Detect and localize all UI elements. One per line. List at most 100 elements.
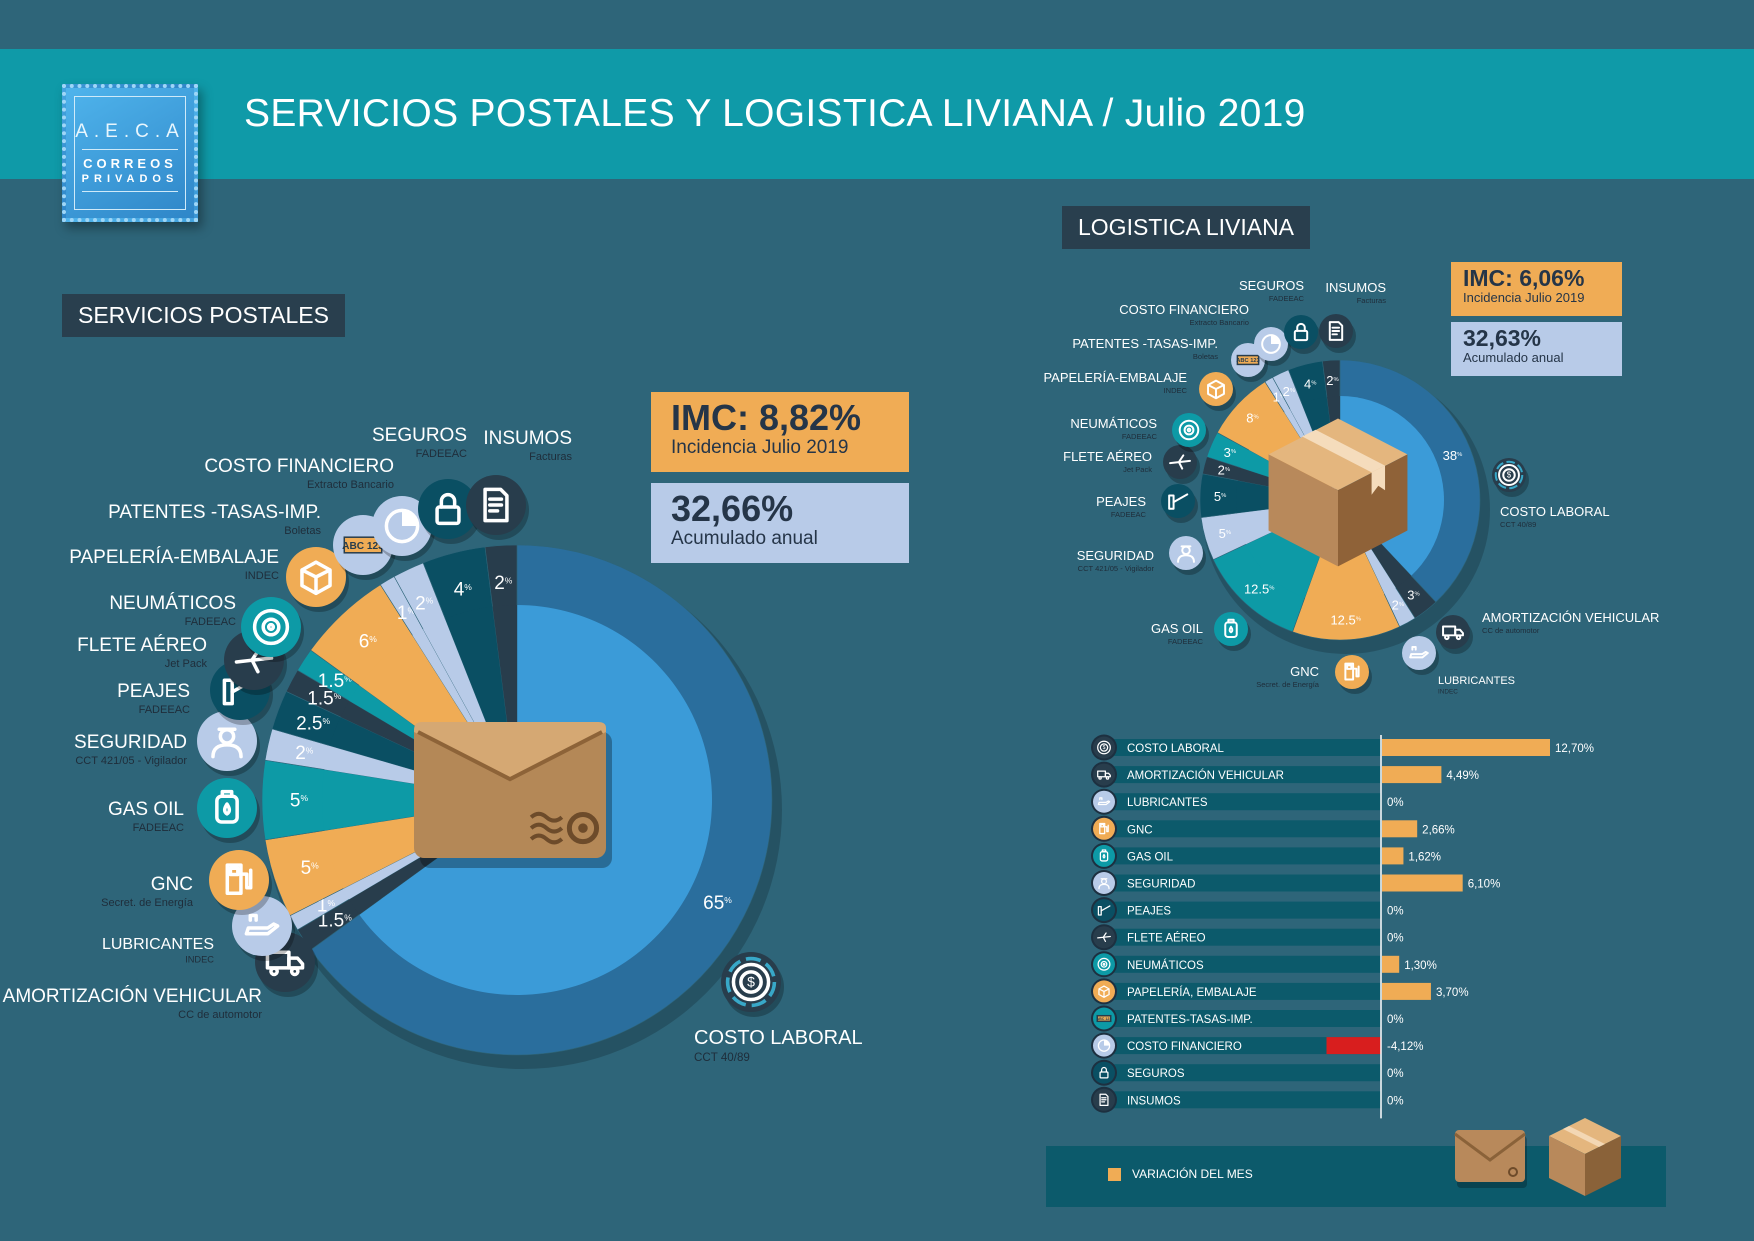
logistica-imc-subtitle: Incidencia Julio 2019 — [1463, 290, 1585, 306]
icon-disc — [197, 778, 257, 838]
pie-value-unit: % — [426, 596, 434, 606]
invoice-icon — [1099, 1093, 1109, 1107]
pie-value-unit: % — [344, 913, 352, 923]
pie-value-label: 1.5% — [318, 910, 352, 931]
pie-source-label: INDEC — [185, 955, 214, 965]
pie-category-label: PEAJES — [117, 681, 190, 702]
postales-imc-value: IMC: 8,82% — [671, 397, 862, 438]
svg-text:$: $ — [747, 974, 755, 990]
airplane-icon — [1097, 932, 1111, 943]
icon-disc — [232, 896, 292, 956]
bar-category-label: NEUMÁTICOS — [1127, 959, 1204, 972]
pie-icon-neumaticos — [1172, 413, 1209, 452]
pie-source-label: FADEEAC — [139, 704, 190, 716]
bar-icon-insumos — [1091, 1086, 1117, 1113]
pie-category-label: AMORTIZACIÓN VEHICULAR — [3, 985, 262, 1007]
icon-disc — [241, 597, 301, 657]
logo-privados-text: PRIVADOS — [81, 173, 179, 185]
bar-icon-gas-oil — [1091, 842, 1117, 869]
bar-category-label: SEGURIDAD — [1127, 879, 1195, 891]
bar-category-label: PATENTES-TASAS-IMP. — [1127, 1014, 1253, 1026]
oil-can-icon — [1097, 797, 1111, 806]
pie-category-label: COSTO LABORAL — [1500, 504, 1610, 519]
pie-chart-icon — [1261, 334, 1281, 354]
bar-icon-costo-financiero — [1091, 1032, 1117, 1059]
pie-icon-lubricantes — [232, 896, 295, 961]
logo-correos-text: CORREOS — [83, 156, 177, 171]
pie-category-label: FLETE AÉREO — [77, 635, 207, 656]
bar-value-label: 0% — [1387, 1014, 1404, 1026]
logo-rule-bottom — [82, 191, 178, 192]
pie-source-label: FADEEAC — [185, 616, 236, 628]
bar-row-background — [1103, 1064, 1381, 1082]
svg-text:ABC 123: ABC 123 — [1097, 1017, 1112, 1021]
logo-frame: A.E.C.A CORREOS PRIVADOS — [74, 96, 186, 210]
bar-value-label: 3,70% — [1436, 987, 1469, 999]
pie-source-label: FADEEAC — [1168, 637, 1204, 646]
pie-icon-gnc — [209, 850, 272, 915]
header-band — [0, 49, 1754, 179]
bar-neumaticos — [1382, 955, 1400, 973]
bar-category-label: COSTO FINANCIERO — [1127, 1041, 1242, 1053]
bar-value-label: 0% — [1387, 906, 1404, 918]
envelope-wave — [529, 822, 564, 834]
gas-pump-icon — [1344, 662, 1360, 681]
bar-category-label: PEAJES — [1127, 906, 1171, 918]
postales-acumulado-box: 32,66% Acumulado anual — [651, 483, 909, 563]
bar-value-label: 6,10% — [1468, 879, 1501, 891]
bar-icon-costo-laboral: $ — [1091, 734, 1117, 761]
license-plate-icon: ABC 123 — [1096, 1014, 1112, 1023]
bar-papeleria-embalaje — [1382, 982, 1431, 1000]
bar-category-label: GNC — [1127, 824, 1153, 836]
security-guard-icon — [211, 727, 243, 759]
pie-icon-insumos — [466, 475, 529, 540]
pie-value-unit: % — [1231, 449, 1236, 455]
pie-value-unit: % — [1356, 617, 1361, 623]
pie-icon-gas-oil — [197, 778, 260, 843]
svg-text:ABC 123: ABC 123 — [1236, 358, 1260, 364]
bar-category-label: INSUMOS — [1127, 1095, 1181, 1107]
pie-value-label: 2.5% — [296, 714, 330, 735]
pie-value-unit: % — [300, 793, 308, 803]
envelope-illustration — [414, 722, 612, 868]
bar-row-background — [1103, 1010, 1381, 1027]
page-title: SERVICIOS POSTALES Y LOGISTICA LIVIANA /… — [244, 92, 1306, 135]
pie-value-unit: % — [327, 898, 335, 908]
icon-disc — [1214, 612, 1248, 646]
pie-source-label: FADEEAC — [133, 822, 184, 834]
postales-section-label: SERVICIOS POSTALES — [62, 294, 345, 337]
bar-gas-oil — [1382, 847, 1404, 865]
bar-icon-seguros — [1091, 1059, 1117, 1086]
box-tape — [1302, 429, 1386, 473]
pie-icon-costo-laboral: $ — [1492, 458, 1529, 497]
icon-disc — [1492, 458, 1526, 492]
pie-icon-amortizacion-vehicular — [1436, 615, 1473, 654]
bar-row-background — [1103, 1037, 1381, 1055]
pie-value-unit: % — [311, 860, 319, 870]
legend-swatch — [1108, 1168, 1121, 1181]
envelope-flap-edge — [417, 730, 603, 782]
icon-disc — [1093, 899, 1115, 922]
pie-icon-lubricantes — [1402, 636, 1439, 675]
pie-icon-costo-financiero — [1254, 327, 1291, 366]
pie-icon-seguros — [1284, 315, 1321, 354]
tire-icon — [1178, 419, 1200, 441]
icon-disc — [209, 850, 269, 910]
bar-row-background — [1103, 766, 1381, 784]
pie-value-unit: % — [369, 634, 377, 644]
package-icon — [300, 560, 332, 596]
package-icon — [1207, 379, 1225, 400]
pie-category-label: GNC — [1290, 664, 1319, 679]
bar-icon-peajes — [1091, 897, 1117, 924]
bar-category-label: SEGUROS — [1127, 1068, 1185, 1080]
pie-category-label: SEGUROS — [1239, 278, 1304, 293]
bar-seguridad — [1382, 874, 1463, 892]
pie-value-unit: % — [1254, 415, 1259, 421]
bar-costo-financiero — [1326, 1037, 1381, 1055]
bar-row-background — [1103, 982, 1381, 1000]
box-right — [1338, 454, 1408, 567]
icon-disc — [1093, 763, 1115, 786]
pie-icon-seguros — [418, 479, 481, 544]
